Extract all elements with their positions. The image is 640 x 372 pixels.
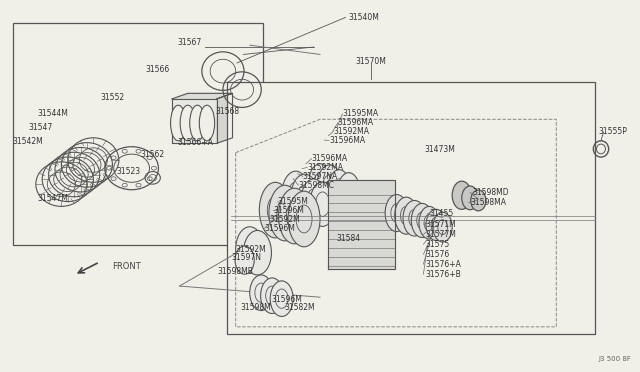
Polygon shape [328, 180, 395, 269]
Text: 31576: 31576 [426, 250, 450, 259]
Ellipse shape [180, 105, 195, 141]
Text: 31570M: 31570M [356, 57, 387, 66]
Text: 31598MD: 31598MD [472, 188, 509, 197]
Ellipse shape [403, 201, 426, 236]
Ellipse shape [250, 275, 273, 311]
Text: 31575: 31575 [426, 240, 450, 249]
Ellipse shape [452, 181, 471, 209]
Text: 31596MA: 31596MA [338, 118, 374, 127]
Ellipse shape [288, 191, 320, 247]
Text: 31598MC: 31598MC [298, 181, 334, 190]
Ellipse shape [282, 171, 310, 219]
Text: 31523: 31523 [116, 167, 140, 176]
Ellipse shape [317, 165, 342, 209]
Text: 31455: 31455 [430, 209, 454, 218]
Ellipse shape [260, 278, 284, 314]
Text: FRONT: FRONT [113, 262, 141, 271]
Text: 31597N: 31597N [232, 253, 262, 262]
Text: 31592M: 31592M [269, 215, 300, 224]
Ellipse shape [301, 179, 326, 224]
Ellipse shape [337, 173, 360, 214]
Bar [13, 23, 262, 245]
Ellipse shape [308, 164, 332, 205]
Ellipse shape [462, 186, 478, 210]
Text: 31595M: 31595M [278, 197, 308, 206]
Text: 31596M: 31596M [264, 224, 295, 233]
Ellipse shape [310, 182, 335, 227]
Text: 31576+B: 31576+B [426, 270, 461, 279]
Text: 31552: 31552 [100, 93, 125, 102]
Text: J3 500 8F: J3 500 8F [599, 356, 632, 362]
Ellipse shape [269, 185, 301, 241]
Text: 31473M: 31473M [424, 145, 456, 154]
Text: 31582M: 31582M [284, 304, 315, 312]
Text: 31544M: 31544M [38, 109, 68, 118]
Ellipse shape [278, 188, 310, 244]
Text: 31592M: 31592M [236, 244, 266, 253]
Text: 31597NA: 31597NA [303, 172, 338, 181]
Text: 31547: 31547 [28, 123, 52, 132]
Text: 31542M: 31542M [12, 137, 43, 146]
Ellipse shape [259, 182, 291, 238]
Ellipse shape [291, 174, 319, 222]
Text: 31596MA: 31596MA [312, 154, 348, 163]
Text: 31566: 31566 [145, 65, 169, 74]
Text: 31598MB: 31598MB [218, 267, 253, 276]
Ellipse shape [199, 105, 214, 141]
Text: 31566+A: 31566+A [177, 138, 213, 147]
Text: 31596M: 31596M [271, 295, 302, 304]
Text: 31576+A: 31576+A [426, 260, 461, 269]
Ellipse shape [270, 281, 293, 317]
Ellipse shape [189, 105, 205, 141]
Ellipse shape [433, 212, 452, 242]
Text: 31592MA: 31592MA [307, 163, 343, 172]
Text: 31547M: 31547M [38, 195, 68, 203]
Polygon shape [216, 93, 232, 143]
Ellipse shape [236, 227, 264, 271]
Text: 31595MA: 31595MA [342, 109, 378, 118]
Text: 31584: 31584 [337, 234, 361, 243]
Text: 31568: 31568 [215, 108, 239, 116]
Ellipse shape [385, 195, 408, 232]
Text: 31540M: 31540M [349, 13, 380, 22]
Ellipse shape [235, 246, 254, 274]
Bar [227, 82, 595, 334]
Text: 31598MA: 31598MA [470, 198, 507, 207]
Ellipse shape [243, 231, 271, 275]
Text: 31598M: 31598M [240, 304, 271, 312]
Text: 31571M: 31571M [426, 220, 456, 229]
Ellipse shape [412, 203, 433, 237]
Text: 31562: 31562 [141, 150, 164, 159]
Text: 31592MA: 31592MA [333, 127, 369, 136]
Ellipse shape [419, 206, 440, 239]
Ellipse shape [426, 209, 447, 240]
Text: 31596M: 31596M [273, 206, 304, 215]
Text: 31567: 31567 [177, 38, 201, 47]
Ellipse shape [395, 197, 418, 234]
Polygon shape [172, 93, 232, 99]
Ellipse shape [171, 105, 186, 141]
Ellipse shape [328, 170, 351, 211]
Text: 31577M: 31577M [426, 230, 456, 239]
Polygon shape [172, 99, 216, 143]
Ellipse shape [470, 190, 486, 211]
Text: 31555P: 31555P [598, 126, 627, 136]
Text: 31596MA: 31596MA [329, 136, 365, 145]
